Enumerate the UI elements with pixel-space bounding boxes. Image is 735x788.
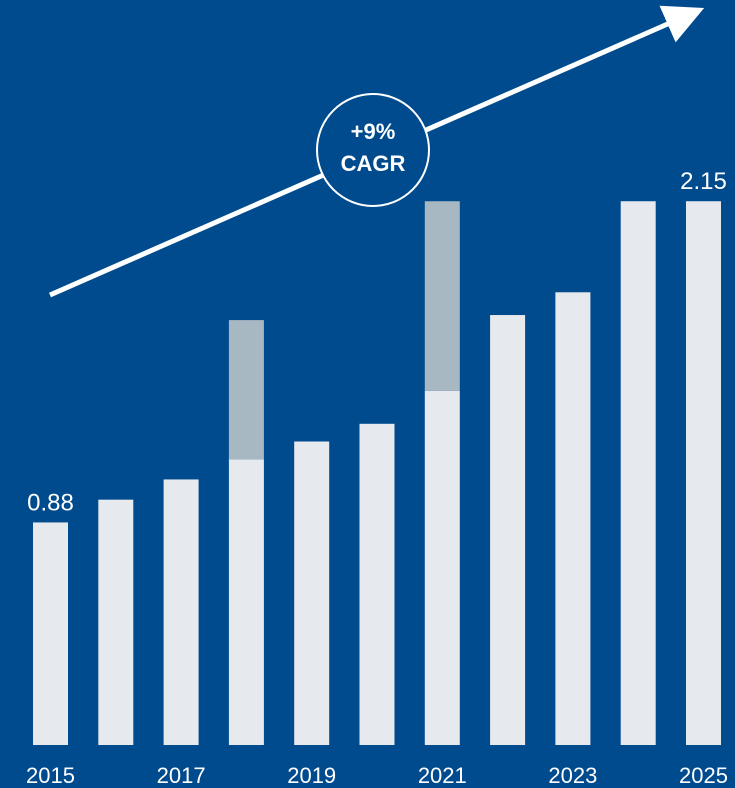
bar-2024	[620, 201, 656, 745]
bars-group	[33, 201, 721, 745]
cagr-badge-line1: +9%	[351, 119, 396, 144]
data-label-2015: 0.88	[27, 489, 74, 516]
bar-2018	[228, 459, 264, 745]
x-axis-tick-labels: 2015 2017 2019 2021 2023 2025	[26, 763, 728, 788]
cagr-badge: +9% CAGR	[316, 93, 430, 207]
x-tick-label-2019: 2019	[287, 763, 336, 788]
bar-extra-2021	[424, 201, 460, 391]
bar-2019	[294, 441, 330, 745]
bar-2020	[359, 423, 395, 745]
x-tick-label-2021: 2021	[418, 763, 467, 788]
bar-2021	[424, 390, 460, 745]
bar-2015	[33, 522, 68, 745]
x-tick-label-2025: 2025	[679, 763, 728, 788]
bar-2025	[686, 201, 721, 745]
cagr-badge-circle	[316, 93, 430, 207]
x-tick-label-2017: 2017	[157, 763, 206, 788]
data-label-2025: 2.15	[680, 168, 727, 195]
bar-2016	[98, 499, 134, 745]
bar-2017	[163, 479, 199, 745]
x-tick-label-2023: 2023	[548, 763, 597, 788]
bar-extra-2018	[228, 320, 264, 460]
bar-2023	[555, 292, 591, 745]
data-labels: 0.88 2.15	[27, 168, 727, 516]
bar-2022	[490, 315, 526, 745]
cagr-badge-line2: CAGR	[341, 151, 406, 176]
x-tick-label-2015: 2015	[26, 763, 75, 788]
